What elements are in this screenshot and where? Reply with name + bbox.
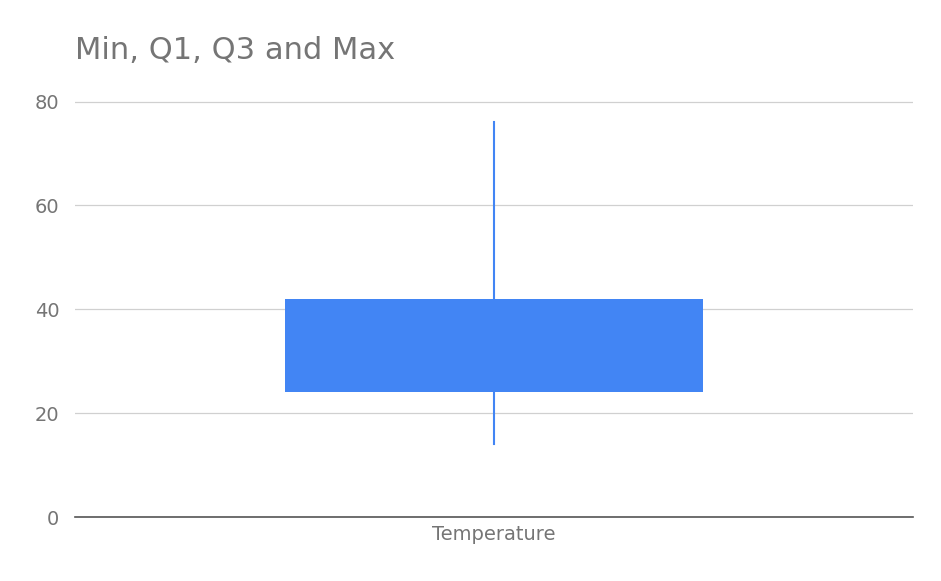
Bar bbox=[284, 299, 703, 392]
Text: Min, Q1, Q3 and Max: Min, Q1, Q3 and Max bbox=[75, 36, 395, 65]
